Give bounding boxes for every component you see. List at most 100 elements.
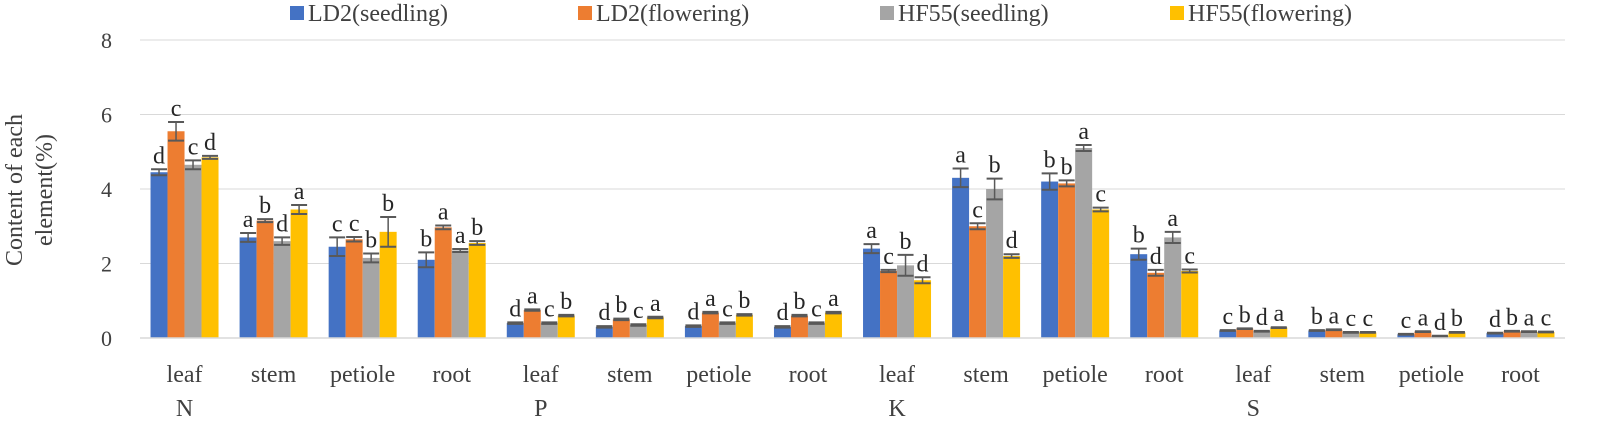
- significance-letter: a: [527, 283, 538, 309]
- significance-letter: a: [1167, 206, 1178, 232]
- x-group-label: N: [176, 396, 193, 422]
- bar: [1075, 148, 1093, 338]
- significance-letter: b: [259, 193, 271, 219]
- x-axis: leaf stem petiole root leaf stem petiole root le…: [140, 337, 1565, 422]
- significance-letter: b: [1061, 154, 1073, 180]
- bar: [629, 324, 647, 338]
- bar: [1253, 331, 1271, 338]
- significance-letter: b: [738, 288, 750, 314]
- bar: [914, 280, 932, 338]
- significance-letter: b: [1311, 304, 1323, 330]
- bar: [1537, 332, 1555, 338]
- significance-letter: b: [471, 215, 483, 241]
- x-category-label: leaf: [523, 362, 559, 388]
- legend-label: LD2(flowering): [596, 1, 749, 27]
- legend-swatch: [290, 6, 304, 20]
- significance-letter: b: [1239, 302, 1251, 328]
- bar: [807, 323, 825, 338]
- significance-letter: c: [188, 134, 199, 160]
- bar: [273, 241, 291, 338]
- bar: [167, 131, 185, 338]
- significance-letter: c: [332, 211, 343, 237]
- bar: [150, 172, 168, 338]
- bar: [986, 189, 1004, 338]
- y-tick-label: 6: [101, 103, 112, 128]
- x-category-label: petiole: [686, 362, 751, 388]
- bar: [1003, 256, 1021, 338]
- bar: [1130, 254, 1148, 338]
- bar: [824, 312, 842, 338]
- significance-letter: b: [1133, 223, 1145, 249]
- significance-letter: d: [153, 143, 165, 169]
- bar: [718, 323, 736, 338]
- bar: [612, 319, 630, 338]
- bar: [1308, 330, 1326, 338]
- bar: [1236, 328, 1254, 338]
- significance-letter: c: [1541, 306, 1552, 332]
- significance-letter: c: [1222, 304, 1233, 330]
- significance-letter: d: [598, 300, 610, 326]
- significance-letter: d: [204, 130, 216, 156]
- bar: [735, 314, 753, 338]
- bar: [184, 164, 202, 338]
- significance-letter: c: [171, 96, 182, 122]
- bar: [880, 270, 898, 338]
- bar: [1397, 334, 1415, 338]
- bar: [201, 157, 219, 338]
- x-group-label: P: [534, 396, 547, 422]
- bar: [468, 243, 486, 338]
- x-category-label: root: [432, 362, 471, 388]
- bar: [1058, 183, 1076, 338]
- x-category-label: root: [1145, 362, 1184, 388]
- x-category-label: leaf: [879, 362, 915, 388]
- x-category-label: root: [1501, 362, 1540, 388]
- x-group-label: S: [1247, 396, 1260, 422]
- significance-letter: d: [1489, 307, 1501, 333]
- bar: [417, 259, 435, 338]
- significance-letter: d: [1006, 228, 1018, 254]
- significance-letter: b: [1451, 306, 1463, 332]
- bar: [1414, 331, 1432, 338]
- significance-letter: b: [793, 289, 805, 315]
- significance-letter: b: [1044, 147, 1056, 173]
- bar: [434, 227, 452, 338]
- bar: [969, 226, 987, 338]
- bar: [790, 315, 808, 338]
- significance-letter: a: [455, 223, 466, 249]
- significance-letter: d: [917, 251, 929, 277]
- bar: [328, 246, 346, 338]
- significance-letter: c: [1363, 306, 1374, 332]
- bar: [1342, 332, 1360, 338]
- y-axis: 0 2 4 6 8 Content of each element(%): [2, 28, 112, 351]
- bar: [1219, 330, 1237, 338]
- bar: [1359, 332, 1377, 338]
- significance-letter: c: [1095, 182, 1106, 208]
- bar: [1520, 331, 1538, 338]
- legend-label: HF55(seedling): [898, 1, 1049, 27]
- bar: [1041, 181, 1059, 338]
- bar: [523, 310, 541, 338]
- bar: [290, 209, 308, 338]
- significance-letter: b: [382, 191, 394, 217]
- significance-letter: b: [900, 229, 912, 255]
- x-category-label: stem: [1320, 362, 1366, 388]
- bar: [379, 231, 397, 338]
- y-axis-label: element(%): [32, 134, 58, 246]
- legend: LD2(seedling) LD2(flowering) HF55(seedling…: [290, 1, 1352, 27]
- bar: [595, 326, 613, 338]
- legend-label: LD2(seedling): [308, 1, 448, 27]
- significance-letter: c: [633, 298, 644, 324]
- bar: [684, 326, 702, 338]
- bar: [701, 312, 719, 338]
- significance-letter: b: [1506, 305, 1518, 331]
- bar: [1448, 332, 1466, 338]
- significance-letter: a: [1524, 305, 1535, 331]
- bar: [1092, 209, 1110, 338]
- bar: [1147, 272, 1165, 338]
- gridlines: [140, 39, 1565, 264]
- bar: [1164, 237, 1182, 338]
- significance-letter: a: [705, 286, 716, 312]
- x-category-label: root: [789, 362, 828, 388]
